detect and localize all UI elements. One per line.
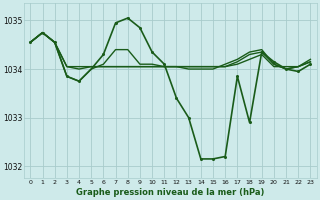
X-axis label: Graphe pression niveau de la mer (hPa): Graphe pression niveau de la mer (hPa)	[76, 188, 265, 197]
